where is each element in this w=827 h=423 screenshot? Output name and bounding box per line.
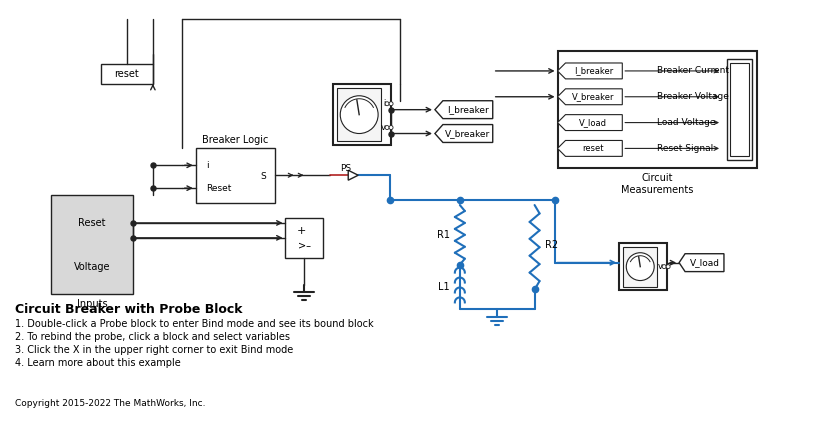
Circle shape	[626, 253, 654, 280]
Text: R2: R2	[544, 240, 557, 250]
Polygon shape	[435, 101, 493, 118]
Polygon shape	[557, 115, 622, 131]
Text: Reset: Reset	[79, 218, 106, 228]
Text: Voltage: Voltage	[74, 262, 110, 272]
Text: +: +	[297, 226, 306, 236]
FancyBboxPatch shape	[285, 218, 323, 258]
Text: 4. Learn more about this example: 4. Learn more about this example	[16, 358, 181, 368]
Circle shape	[389, 126, 393, 129]
Text: v: v	[658, 262, 663, 271]
Circle shape	[389, 102, 393, 106]
Text: V_load: V_load	[690, 258, 719, 267]
Text: reset: reset	[115, 69, 139, 79]
Polygon shape	[557, 89, 622, 105]
Text: Circuit: Circuit	[642, 173, 673, 183]
FancyBboxPatch shape	[727, 59, 752, 160]
Text: 2. To rebind the probe, click a block and select variables: 2. To rebind the probe, click a block an…	[16, 332, 290, 342]
FancyBboxPatch shape	[619, 243, 667, 291]
Text: v: v	[381, 123, 386, 132]
Text: I_breaker: I_breaker	[447, 105, 489, 114]
Text: V_load: V_load	[580, 118, 607, 127]
Text: Breaker Current: Breaker Current	[657, 66, 729, 75]
FancyBboxPatch shape	[51, 195, 133, 294]
Text: V_breaker: V_breaker	[572, 92, 614, 101]
FancyBboxPatch shape	[101, 64, 153, 84]
FancyBboxPatch shape	[196, 148, 275, 203]
Text: Reset: Reset	[206, 184, 231, 192]
FancyBboxPatch shape	[333, 84, 391, 146]
Text: reset: reset	[583, 144, 605, 153]
Circle shape	[385, 102, 389, 106]
Text: i: i	[206, 161, 208, 170]
Text: L1: L1	[438, 283, 450, 292]
Text: i: i	[384, 99, 386, 108]
Polygon shape	[679, 254, 724, 272]
FancyBboxPatch shape	[624, 247, 657, 286]
Polygon shape	[435, 125, 493, 143]
Circle shape	[662, 265, 667, 269]
Text: S: S	[261, 172, 266, 181]
Circle shape	[340, 96, 378, 134]
Text: Breaker Logic: Breaker Logic	[203, 135, 269, 146]
Text: 3. Click the X in the upper right corner to exit Bind mode: 3. Click the X in the upper right corner…	[16, 345, 294, 355]
Polygon shape	[557, 63, 622, 79]
Text: 1. Double-click a Probe block to enter Bind mode and see its bound block: 1. Double-click a Probe block to enter B…	[16, 319, 374, 329]
Text: Breaker Voltage: Breaker Voltage	[657, 92, 729, 101]
Text: V_breaker: V_breaker	[445, 129, 490, 138]
Text: Copyright 2015-2022 The MathWorks, Inc.: Copyright 2015-2022 The MathWorks, Inc.	[16, 399, 206, 408]
FancyBboxPatch shape	[337, 88, 381, 141]
Polygon shape	[557, 140, 622, 157]
FancyBboxPatch shape	[557, 51, 757, 168]
Polygon shape	[348, 170, 358, 180]
Text: R1: R1	[437, 230, 450, 240]
Text: Circuit Breaker with Probe Block: Circuit Breaker with Probe Block	[16, 303, 243, 316]
Text: Load Voltage: Load Voltage	[657, 118, 715, 127]
FancyBboxPatch shape	[730, 63, 749, 157]
Text: >–: >–	[298, 241, 311, 251]
Text: Reset Signal: Reset Signal	[657, 144, 714, 153]
Text: I_breaker: I_breaker	[574, 66, 613, 75]
Circle shape	[667, 265, 670, 269]
Text: Measurements: Measurements	[621, 185, 693, 195]
Text: Inputs: Inputs	[77, 299, 108, 309]
Circle shape	[385, 126, 389, 129]
Text: PS: PS	[340, 164, 351, 173]
